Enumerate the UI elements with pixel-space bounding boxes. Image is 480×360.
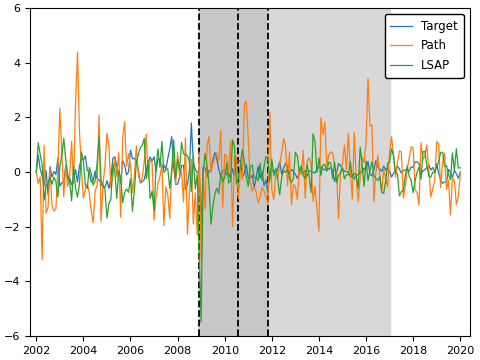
LSAP	[153, 166, 159, 170]
Bar	[268, 8, 390, 336]
Target	[189, 121, 194, 125]
Bar	[199, 8, 268, 336]
Path	[457, 172, 463, 176]
Path	[163, 185, 168, 189]
Path	[74, 50, 80, 54]
Target	[198, 225, 204, 229]
Target	[457, 170, 463, 174]
Path	[180, 200, 186, 204]
LSAP	[34, 170, 39, 174]
Line: Path: Path	[36, 52, 460, 262]
Target	[389, 175, 395, 179]
LSAP	[128, 176, 133, 181]
Legend: Target, Path, LSAP: Target, Path, LSAP	[384, 14, 464, 78]
Path	[155, 181, 161, 186]
Line: LSAP: LSAP	[36, 134, 460, 323]
Path	[130, 190, 135, 195]
Path	[389, 135, 395, 139]
LSAP	[389, 147, 395, 151]
Target	[179, 163, 184, 168]
LSAP	[198, 320, 204, 325]
Target	[34, 170, 39, 174]
Target	[153, 169, 159, 174]
Target	[159, 166, 165, 170]
LSAP	[457, 166, 463, 170]
LSAP	[161, 170, 167, 175]
LSAP	[179, 140, 184, 145]
Path	[198, 260, 204, 265]
LSAP	[310, 132, 316, 136]
Line: Target: Target	[36, 123, 460, 227]
LSAP	[159, 139, 165, 144]
Path	[34, 170, 39, 174]
Target	[161, 163, 167, 167]
Path	[161, 224, 167, 228]
Target	[128, 148, 133, 152]
